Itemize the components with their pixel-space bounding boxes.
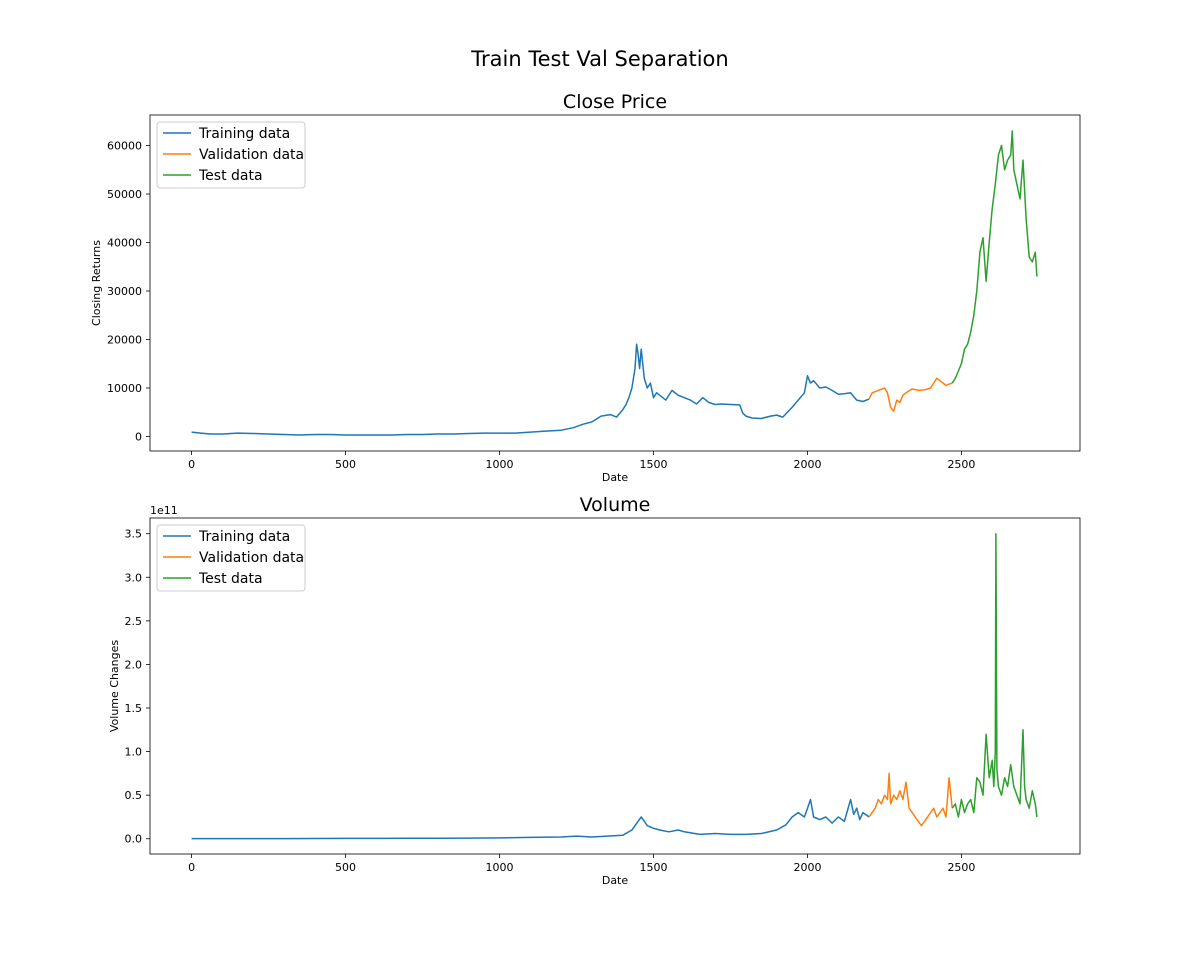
legend-label: Training data xyxy=(198,529,290,545)
axes-title: Close Price xyxy=(563,91,667,113)
y-axis-label: Volume Changes xyxy=(108,640,121,733)
y-offset-label: 1e11 xyxy=(150,504,178,517)
y-tick-label: 1.5 xyxy=(125,702,143,715)
series-line-test xyxy=(951,532,1038,818)
axes-frame xyxy=(149,114,1081,452)
y-tick-label: 30000 xyxy=(107,285,142,298)
y-tick-label: 0.5 xyxy=(125,789,143,802)
y-tick-label: 50000 xyxy=(107,188,142,201)
y-tick-label: 0.0 xyxy=(125,833,143,846)
legend-box xyxy=(156,524,306,592)
y-tick-label: 60000 xyxy=(107,140,142,153)
y-tick-label: 3.5 xyxy=(125,528,143,541)
y-tick-label: 20000 xyxy=(107,333,142,346)
axes-frame xyxy=(149,517,1081,855)
legend-label: Test data xyxy=(198,571,263,587)
legend-label: Training data xyxy=(198,126,290,142)
legend: Training data Validation data Test data xyxy=(156,121,306,189)
axes-title: Volume xyxy=(580,494,651,516)
legend-label: Validation data xyxy=(199,550,304,566)
legend-label: Test data xyxy=(198,168,263,184)
series-line-training xyxy=(191,798,870,840)
x-tick-label: 1500 xyxy=(639,861,667,874)
x-tick-label: 1000 xyxy=(486,861,514,874)
figure-suptitle: Train Test Val Separation xyxy=(470,47,728,71)
x-tick-label: 2500 xyxy=(947,861,975,874)
y-tick-label: 10000 xyxy=(107,382,142,395)
volume-axes: Volume 0 500 1000 1500 2000 2500 0.0 0.5 1.0 1.5 2.… xyxy=(108,494,1081,887)
x-tick-label: 2500 xyxy=(947,458,975,471)
close-price-axes: Close Price 0 500 1000 1500 2000 2500 0 10000 200… xyxy=(90,91,1081,484)
series-line-training xyxy=(191,343,870,436)
legend-box xyxy=(156,121,306,189)
y-tick-label: 1.0 xyxy=(125,746,143,759)
y-tick-label: 0 xyxy=(135,430,142,443)
x-tick-label: 500 xyxy=(335,458,356,471)
y-axis-label: Closing Returns xyxy=(90,240,103,326)
y-tick-label: 2.0 xyxy=(125,658,143,671)
x-tick-label: 0 xyxy=(188,458,195,471)
x-tick-label: 0 xyxy=(188,861,195,874)
y-tick-label: 40000 xyxy=(107,237,142,250)
x-tick-label: 500 xyxy=(335,861,356,874)
x-axis-label: Date xyxy=(602,874,629,887)
series-line-validation xyxy=(868,772,953,827)
series-line-validation xyxy=(868,377,953,412)
y-tick-label: 2.5 xyxy=(125,615,143,628)
series-line-test xyxy=(951,130,1038,384)
x-axis-label: Date xyxy=(602,471,629,484)
legend-label: Validation data xyxy=(199,147,304,163)
y-tick-label: 3.0 xyxy=(125,571,143,584)
x-tick-label: 1000 xyxy=(486,458,514,471)
x-tick-label: 2000 xyxy=(793,458,821,471)
legend: Training data Validation data Test data xyxy=(156,524,306,592)
x-tick-label: 2000 xyxy=(793,861,821,874)
x-tick-label: 1500 xyxy=(639,458,667,471)
